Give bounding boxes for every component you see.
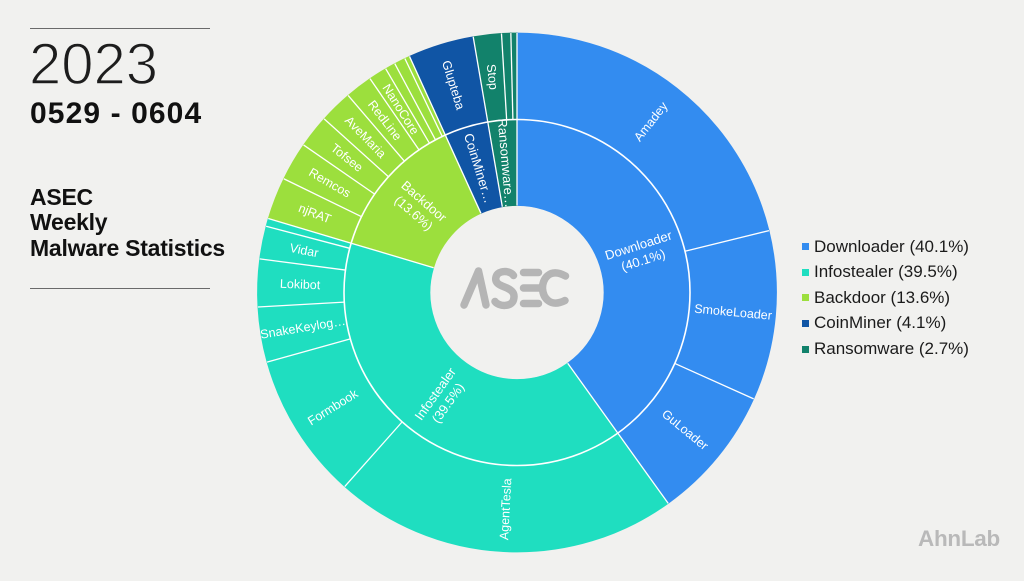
svg-text:Vidar: Vidar bbox=[289, 241, 320, 260]
svg-text:Lokibot: Lokibot bbox=[280, 277, 321, 292]
svg-text:AgentTesla: AgentTesla bbox=[497, 478, 514, 541]
svg-text:Stop: Stop bbox=[484, 63, 501, 90]
